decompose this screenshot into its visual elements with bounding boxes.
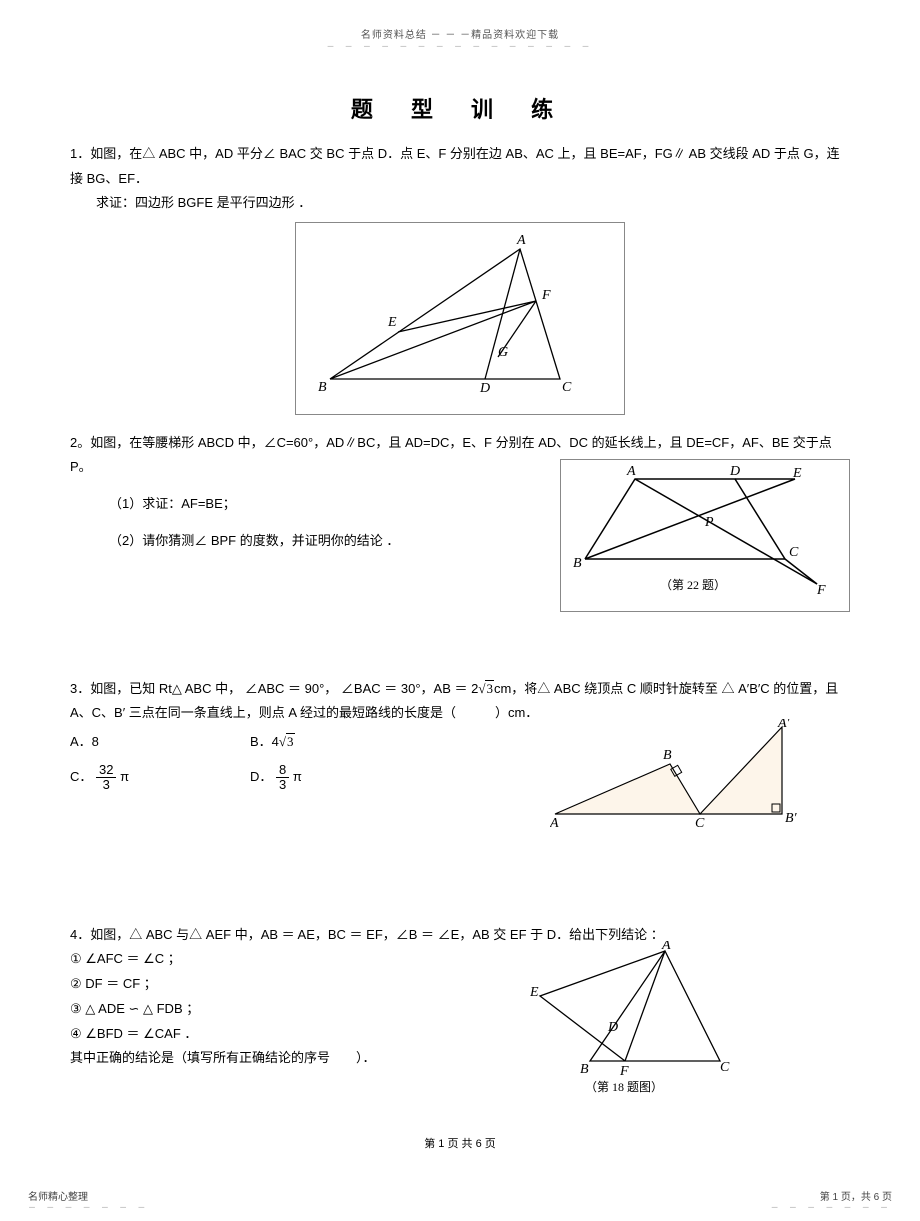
figure-1-wrap: A B C D E F G (70, 222, 850, 415)
problem-2: 2。如图，在等腰梯形 ABCD 中，∠C=60°，AD∥BC，且 AD=DC，E… (70, 431, 850, 591)
lbl4-D: D (607, 1020, 618, 1035)
header-top: 名师资料总结 － － －精品资料欢迎下载 (0, 0, 920, 41)
figure-2: A B C D E F P （第 22 题） (560, 459, 850, 613)
lbl-E: E (387, 315, 397, 330)
opt-B-pre: B．4 (250, 734, 279, 749)
figure-1-svg: A B C D E F G (310, 229, 610, 399)
problem-1-req: 求证：四边形 BGFE 是平行四边形 ． (70, 191, 850, 216)
opt-C-frac: 323 (96, 763, 116, 793)
opt-B-rad: 3 (286, 733, 295, 749)
fig2-caption: （第 22 题） (660, 578, 726, 592)
opt-C: C． 323 π (70, 759, 250, 797)
lbl3-B2: B′ (785, 811, 798, 826)
lbl4-C: C (720, 1060, 730, 1075)
opt-D-den: 3 (276, 778, 289, 792)
lbl3-A: A (550, 816, 559, 829)
figure-2-svg: A B C D E F P （第 22 题） (565, 464, 845, 599)
opt-D-pre: D． (250, 769, 272, 784)
opt-D-frac: 83 (276, 763, 289, 793)
lbl2-B: B (573, 556, 582, 571)
problem-3: 3．如图，已知 Rt△ ABC 中， ∠ABC ＝ 90°， ∠BAC ＝ 30… (70, 677, 850, 837)
lbl4-A: A (661, 941, 671, 953)
lbl2-C: C (789, 545, 799, 560)
lbl3-A2: A′ (777, 719, 791, 731)
lbl2-P: P (704, 515, 714, 530)
lbl2-F: F (816, 583, 826, 598)
footer-dash-right: － － － － － － － (771, 1202, 892, 1213)
figure-3-wrap: A B C A′ B′ (550, 719, 820, 838)
lbl2-A: A (626, 464, 636, 479)
footer-dash-left: － － － － － － － (28, 1202, 149, 1213)
header-dashes: － － － － － － － － － － － － － － － (0, 41, 920, 52)
problem-1: 1．如图，在△ ABC 中，AD 平分∠ BAC 交 BC 于点 D．点 E、F… (70, 142, 850, 415)
figure-2-wrap: A B C D E F P （第 22 题） (560, 459, 850, 613)
spacer-2 (70, 853, 850, 923)
opt-D: D． 83 π (250, 759, 430, 797)
opt-B: B．4√3 (250, 726, 430, 759)
opt-B-sqrt: √3 (279, 733, 295, 749)
lbl2-E: E (792, 466, 802, 481)
lbl4-F: F (619, 1064, 629, 1079)
body: 1．如图，在△ ABC 中，AD 平分∠ BAC 交 BC 于点 D．点 E、F… (0, 142, 920, 1093)
figure-1: A B C D E F G (295, 222, 625, 415)
lbl2-D: D (729, 464, 740, 479)
fig4-caption: （第 18 题图） (585, 1080, 663, 1094)
lbl-B: B (318, 380, 327, 395)
opt-A: A．8 (70, 726, 250, 759)
lbl3-B: B (663, 748, 672, 763)
lbl4-B: B (580, 1062, 589, 1077)
lbl-A: A (516, 233, 526, 248)
opt-C-suf: π (120, 769, 129, 784)
figure-3-svg: A B C A′ B′ (550, 719, 820, 829)
lbl-D: D (479, 381, 490, 396)
opt-C-den: 3 (96, 778, 116, 792)
figure-4-wrap: A B C D E F （第 18 题图） (530, 941, 740, 1105)
figure-4-svg: A B C D E F （第 18 题图） (530, 941, 740, 1096)
lbl-G: G (498, 345, 508, 360)
footer-right: 第 1 页，共 6 页 (820, 1188, 892, 1203)
footer-left: 名师精心整理 (28, 1188, 88, 1203)
problem-4: 4．如图，△ ABC 与△ AEF 中，AB ＝ AE，BC ＝ EF，∠B ＝… (70, 923, 850, 1093)
p3-sqrt: √3 (478, 680, 494, 696)
opt-C-pre: C． (70, 769, 92, 784)
p3-sqrt-rad: 3 (485, 680, 494, 696)
p3-text-a: 3．如图，已知 Rt△ ABC 中， ∠ABC ＝ 90°， ∠BAC ＝ 30… (70, 681, 478, 696)
opt-D-num: 8 (276, 763, 289, 778)
page: 名师资料总结 － － －精品资料欢迎下载 － － － － － － － － － －… (0, 0, 920, 1221)
footer-mid: 第 1 页 共 6 页 (0, 1135, 920, 1151)
opt-C-num: 32 (96, 763, 116, 778)
lbl-C: C (562, 380, 572, 395)
lbl3-C: C (695, 816, 705, 829)
lbl4-E: E (530, 985, 539, 1000)
problem-3-options: A．8 B．4√3 C． 323 π D． 83 π (70, 726, 470, 796)
page-title: 题 型 训 练 (0, 92, 920, 124)
opt-D-suf: π (293, 769, 302, 784)
spacer-1 (70, 607, 850, 677)
lbl-F: F (541, 288, 551, 303)
problem-1-text: 1．如图，在△ ABC 中，AD 平分∠ BAC 交 BC 于点 D．点 E、F… (70, 142, 850, 191)
